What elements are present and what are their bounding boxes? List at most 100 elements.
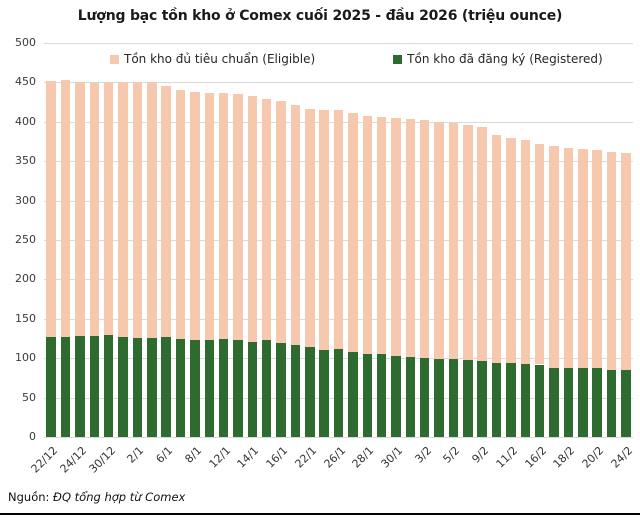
bar-eligible	[549, 146, 559, 368]
bar-registered	[448, 359, 459, 437]
y-axis-tick-label: 300	[15, 193, 36, 207]
bar-eligible	[520, 139, 530, 364]
bar-registered	[103, 335, 114, 437]
bar-eligible	[75, 81, 85, 337]
bar-eligible	[190, 91, 200, 341]
bar-eligible	[204, 92, 214, 340]
bar-registered	[305, 347, 315, 437]
bar-registered	[175, 338, 186, 437]
bar-eligible	[319, 110, 329, 350]
bar-eligible	[419, 120, 430, 359]
bar-registered	[161, 336, 171, 437]
eligible-swatch-icon	[110, 54, 119, 64]
bar-registered	[376, 354, 387, 437]
bar-eligible	[333, 110, 344, 349]
bar-eligible	[161, 85, 171, 337]
bar-eligible	[247, 95, 258, 342]
bar-registered	[233, 340, 243, 437]
bar-registered	[46, 336, 56, 437]
y-axis-tick-label: 0	[29, 430, 36, 443]
bar-eligible	[592, 150, 602, 369]
bar-registered	[132, 337, 143, 437]
bar-registered	[405, 356, 416, 437]
y-axis-tick-label: 150	[15, 311, 36, 325]
bar-registered	[89, 336, 99, 437]
bar-eligible	[305, 109, 315, 348]
source-note: Nguồn: ĐQ tổng hợp từ Comex	[8, 490, 185, 504]
bottom-divider	[0, 513, 640, 515]
bar-registered	[520, 363, 530, 437]
bar-registered	[218, 339, 229, 437]
bar-eligible	[218, 93, 229, 340]
bar-registered	[75, 336, 85, 437]
bar-eligible	[606, 151, 617, 370]
bar-registered	[247, 341, 258, 437]
bar-registered	[204, 340, 214, 437]
bar-registered	[60, 336, 71, 437]
bar-registered	[491, 362, 502, 437]
bar-eligible	[405, 118, 416, 357]
bar-eligible	[391, 117, 401, 356]
registered-swatch-icon	[393, 54, 403, 64]
legend-label-registered: Tồn kho đã đăng ký (Registered)	[407, 52, 603, 66]
bar-eligible	[261, 98, 272, 340]
bar-eligible	[46, 80, 56, 337]
bar-eligible	[477, 126, 487, 361]
bar-registered	[290, 344, 301, 437]
bar-eligible	[448, 123, 459, 359]
bar-eligible	[534, 143, 545, 365]
bar-registered	[434, 359, 444, 437]
bar-eligible	[578, 149, 588, 369]
bar-eligible	[89, 83, 99, 337]
bar-eligible	[233, 94, 243, 341]
legend-item-eligible: Tồn kho đủ tiêu chuẩn (Eligible)	[110, 52, 315, 66]
source-text: ĐQ tổng hợp từ Comex	[53, 490, 186, 504]
bar-registered	[333, 348, 344, 437]
bar-registered	[563, 367, 574, 437]
bar-eligible	[118, 81, 128, 337]
bar-eligible	[60, 80, 71, 337]
bar-eligible	[506, 137, 516, 363]
gridline	[44, 82, 633, 84]
bar-eligible	[348, 113, 358, 352]
bar-eligible	[563, 147, 574, 368]
y-axis-tick-label: 500	[15, 36, 36, 49]
bar-eligible	[132, 81, 143, 338]
bar-eligible	[175, 89, 186, 339]
y-axis-tick-label: 200	[15, 272, 36, 286]
legend-item-registered: Tồn kho đã đăng ký (Registered)	[393, 52, 603, 66]
bar-eligible	[276, 101, 286, 344]
bar-registered	[276, 343, 286, 437]
bar-registered	[477, 360, 487, 437]
bar-eligible	[362, 115, 372, 354]
bar-eligible	[434, 121, 444, 359]
bar-registered	[592, 368, 602, 437]
chart-legend: Tồn kho đủ tiêu chuẩn (Eligible) Tồn kho…	[110, 52, 603, 66]
source-prefix: Nguồn:	[8, 490, 50, 504]
bar-registered	[348, 351, 358, 437]
bar-registered	[362, 353, 372, 437]
bar-eligible	[491, 135, 502, 363]
bar-eligible	[147, 82, 157, 338]
bar-eligible	[376, 117, 387, 355]
gridline	[44, 43, 633, 44]
bar-registered	[147, 337, 157, 437]
y-axis-tick-label: 450	[15, 75, 36, 89]
bar-registered	[118, 336, 128, 437]
gridline	[44, 437, 633, 438]
bar-registered	[506, 362, 516, 437]
y-axis-tick-label: 50	[22, 390, 36, 404]
bar-registered	[261, 340, 272, 437]
bar-eligible	[290, 104, 301, 345]
y-axis-tick-label: 400	[15, 114, 36, 128]
bar-registered	[621, 370, 631, 437]
bar-registered	[419, 358, 430, 437]
bar-eligible	[463, 125, 473, 360]
bar-registered	[463, 359, 473, 437]
bar-registered	[319, 349, 329, 437]
y-axis-tick-label: 100	[15, 351, 36, 365]
y-axis-tick-label: 350	[15, 154, 36, 168]
bar-eligible	[621, 153, 631, 370]
bar-registered	[549, 367, 559, 437]
